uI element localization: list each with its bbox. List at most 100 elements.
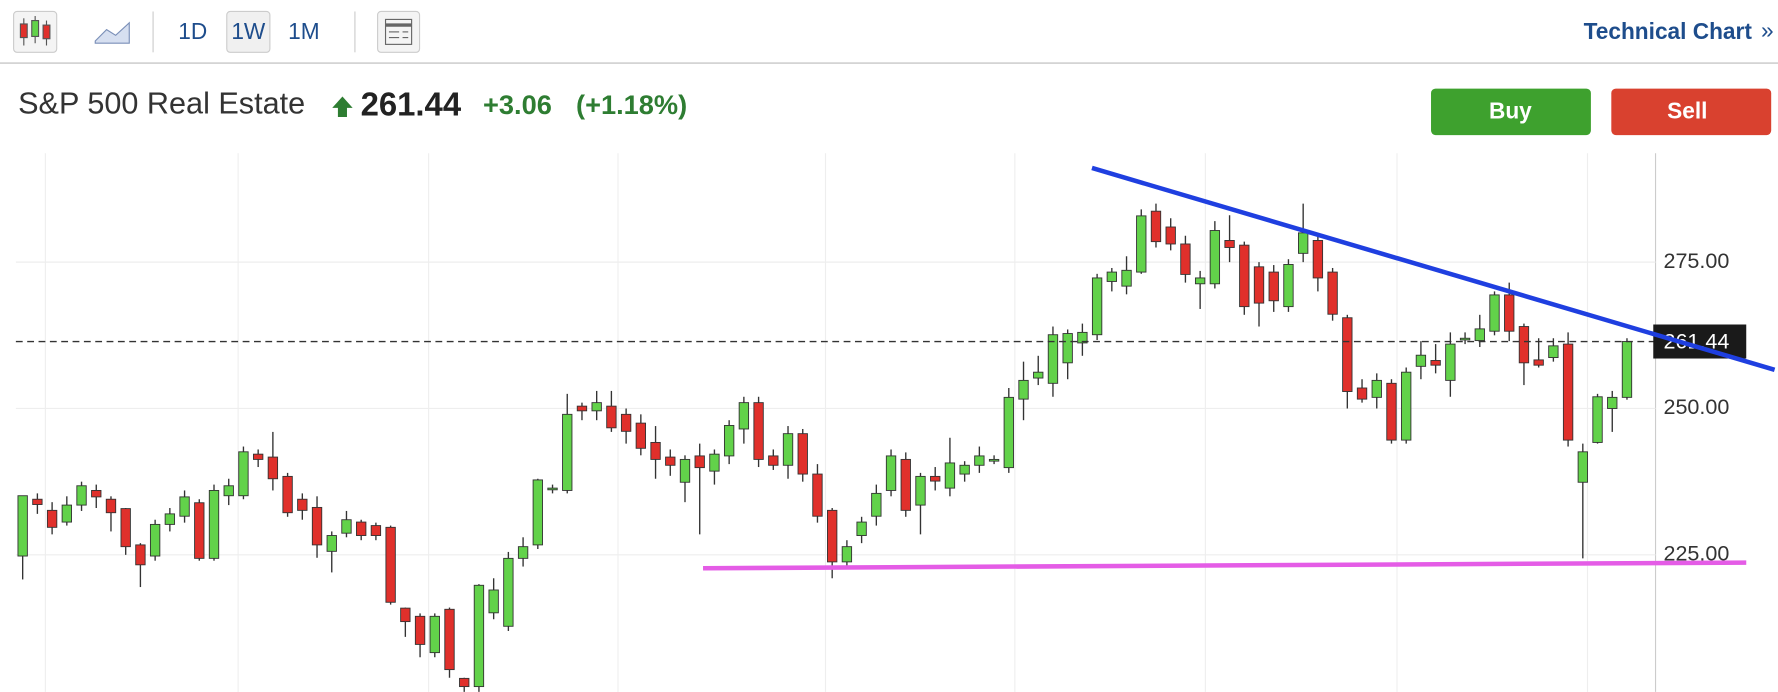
candle-body <box>915 475 926 506</box>
candle-body <box>1533 359 1544 366</box>
candle-body <box>1268 271 1279 302</box>
candle-body <box>517 546 529 559</box>
line-icon[interactable] <box>94 21 130 44</box>
candle-body <box>238 451 249 497</box>
candle-body <box>1459 337 1471 341</box>
candle-body <box>61 504 72 523</box>
candle-body <box>1415 354 1427 367</box>
candle-body <box>105 498 117 514</box>
candle-body <box>120 508 131 548</box>
candle-body <box>414 615 426 645</box>
candle-body <box>606 405 617 429</box>
candle-body <box>650 441 661 460</box>
candle-body <box>459 677 470 688</box>
candle-body <box>1577 451 1588 483</box>
candle-body <box>709 453 720 472</box>
candle-body <box>1209 230 1221 285</box>
candle-body <box>488 589 499 614</box>
candle-body <box>1489 294 1500 332</box>
candle-body <box>1548 345 1559 359</box>
candle-body <box>1504 294 1515 332</box>
sell-label[interactable]: Sell <box>1667 97 1707 123</box>
candle-body <box>385 526 396 603</box>
period-1w[interactable]: 1W <box>231 18 266 44</box>
candle-body <box>841 546 853 563</box>
candle-body <box>179 496 190 517</box>
candle-body <box>871 492 882 517</box>
candle-body <box>341 519 352 534</box>
candle-body <box>1253 266 1265 304</box>
candle-body <box>1474 328 1485 342</box>
candle-body <box>679 458 691 483</box>
last-price: 261.44 <box>361 85 462 122</box>
candle-body <box>1283 264 1294 308</box>
candle-body <box>1003 396 1014 469</box>
change-percent: (+1.18%) <box>576 89 687 120</box>
y-tick-label: 250.00 <box>1663 395 1729 419</box>
candle-body <box>694 455 705 469</box>
candle-body <box>562 413 573 491</box>
change: +3.06 <box>483 89 552 120</box>
candle-body <box>1621 341 1633 398</box>
candle-body <box>1386 382 1397 441</box>
candle-body <box>1562 343 1574 441</box>
up-arrow <box>332 96 353 117</box>
buy-button[interactable]: Buy <box>1431 88 1591 136</box>
candle-body <box>223 485 234 497</box>
candle-body <box>1180 243 1191 275</box>
candle-body <box>1607 396 1618 409</box>
candle-body <box>356 521 367 536</box>
trendline <box>1091 165 1776 372</box>
candle-body <box>1150 210 1162 243</box>
candle-body <box>1518 326 1530 364</box>
candle-body <box>267 456 279 480</box>
candle-body <box>164 513 176 525</box>
period-1d[interactable]: 1D <box>178 18 207 44</box>
candle-body <box>665 456 676 466</box>
candle-body <box>532 479 543 546</box>
candle-body <box>1430 360 1441 366</box>
candle-body <box>576 405 588 412</box>
candle-icon[interactable] <box>13 10 58 53</box>
candle-body <box>208 489 220 559</box>
candle-body <box>1165 226 1176 245</box>
candle-body <box>827 509 838 563</box>
candle-body <box>252 453 264 460</box>
buy-label[interactable]: Buy <box>1489 97 1532 123</box>
sell-button[interactable]: Sell <box>1611 88 1772 136</box>
period-1m[interactable]: 1M <box>288 18 319 44</box>
candle-body <box>17 495 28 557</box>
candle-body <box>1445 343 1456 381</box>
candle-body <box>370 525 382 536</box>
news-icon[interactable] <box>377 10 421 53</box>
candle-body <box>959 464 970 475</box>
candle-body <box>782 433 794 466</box>
candle-body <box>444 608 455 671</box>
instrument-name: S&P 500 Real Estate <box>18 87 305 121</box>
candle-body <box>768 455 779 466</box>
support-line <box>703 560 1747 571</box>
candle-body <box>1106 271 1117 282</box>
candle-body <box>503 557 514 627</box>
candle-body <box>900 458 911 511</box>
y-tick-label: 275.00 <box>1663 249 1729 273</box>
candle-body <box>547 487 558 491</box>
candle-body <box>326 535 337 552</box>
price-tag <box>1653 324 1747 359</box>
y-tick-label: 225.00 <box>1663 542 1729 566</box>
candle-body <box>1091 277 1103 336</box>
candle-body <box>282 475 293 514</box>
candle-body <box>753 402 764 460</box>
candle-body <box>1077 331 1088 344</box>
link-icon[interactable]: » <box>1761 17 1774 43</box>
candle-body <box>1194 277 1206 285</box>
technical-chart-link[interactable]: Technical Chart <box>1584 18 1753 44</box>
candle-body <box>1121 269 1132 287</box>
candle-body <box>429 615 440 654</box>
candle-body <box>1356 387 1368 400</box>
candle-body <box>930 475 941 482</box>
candle-body <box>46 509 58 528</box>
candle-body <box>1592 396 1603 443</box>
